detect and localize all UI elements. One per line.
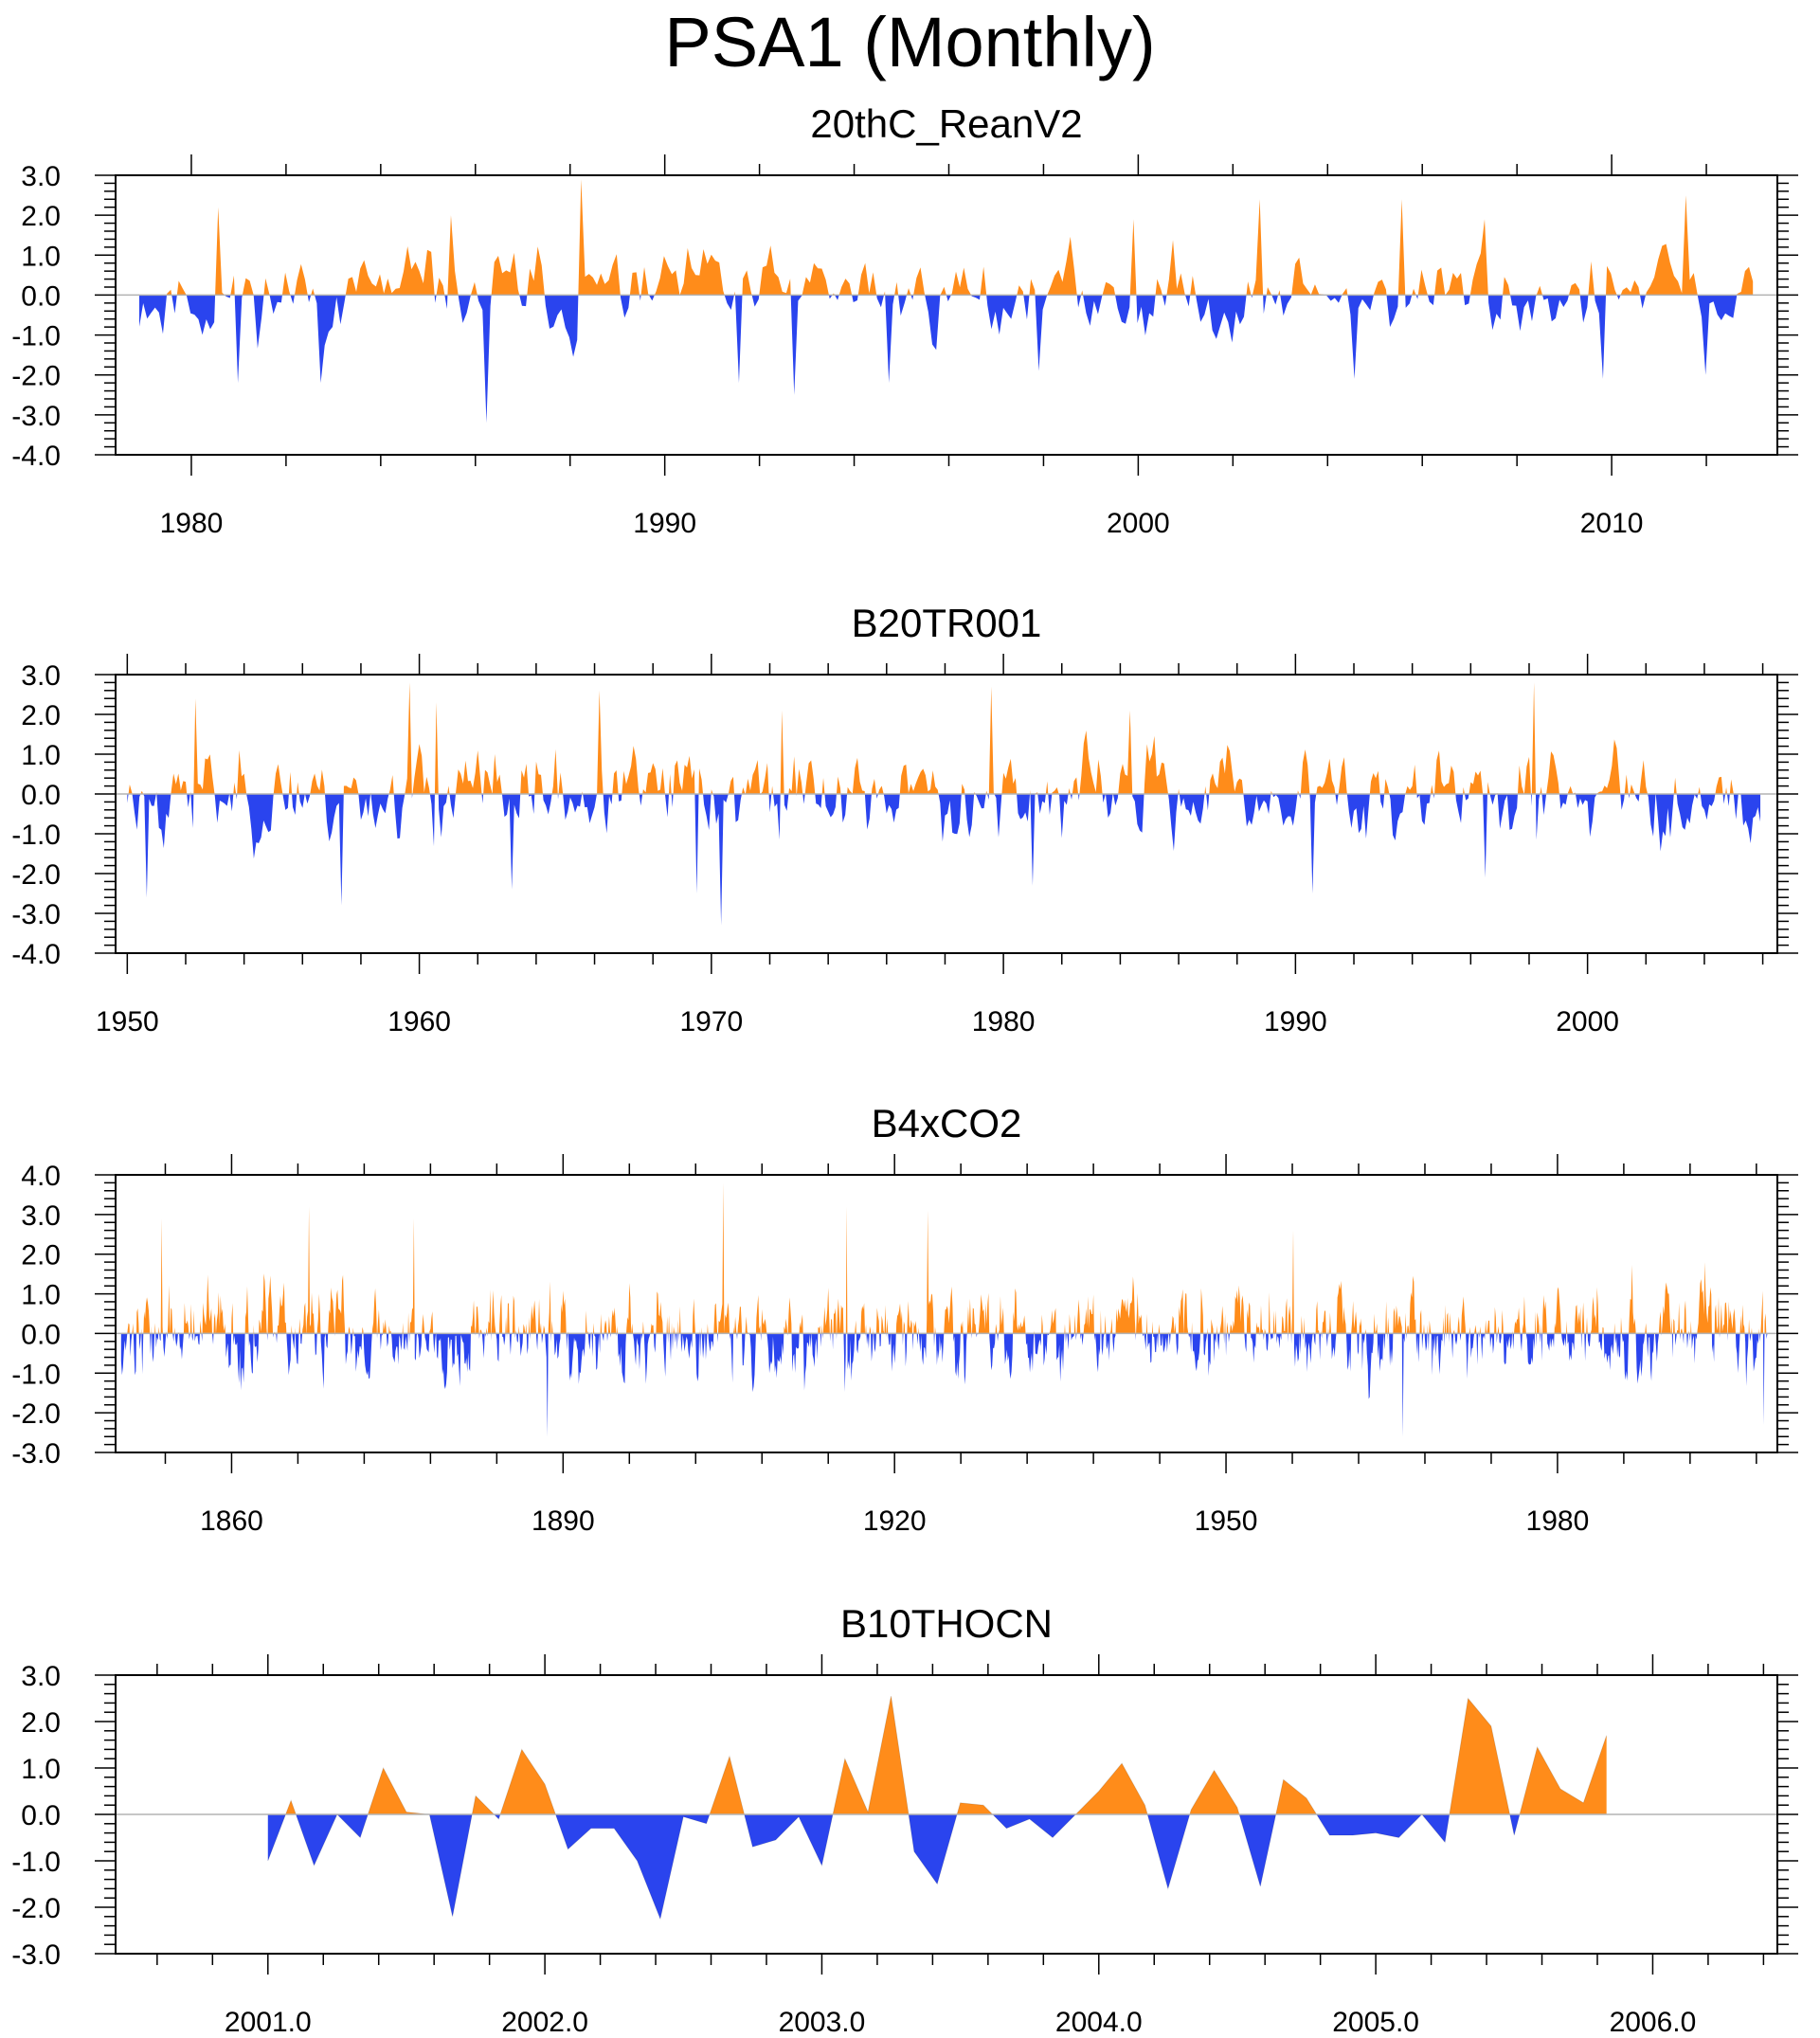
positive-area-series bbox=[285, 1696, 1607, 1814]
y-tick-label: -2.0 bbox=[11, 1398, 61, 1430]
panel-title: 20thC_ReanV2 bbox=[810, 101, 1082, 146]
chart-panel-2: B20TR001 -4.0 -3.0 -2.0 -1.0 0.0 1.0 2.0 3.0 1950… bbox=[11, 601, 1798, 1037]
y-tick-label: -2.0 bbox=[11, 361, 61, 392]
x-tick-label: 2003.0 bbox=[779, 2007, 866, 2038]
x-tick-label: 2004.0 bbox=[1055, 2007, 1143, 2038]
figure-title: PSA1 (Monthly) bbox=[664, 3, 1156, 81]
y-tick-label: 0.0 bbox=[21, 280, 61, 312]
y-tick-label: 1.0 bbox=[21, 1754, 61, 1785]
y-tick-label: -2.0 bbox=[11, 859, 61, 891]
y-tick-label: 2.0 bbox=[21, 700, 61, 731]
panel-title: B10THOCN bbox=[840, 1601, 1053, 1646]
y-tick-label: -1.0 bbox=[11, 1359, 61, 1390]
y-tick-label: 1.0 bbox=[21, 1280, 61, 1311]
x-tick-label: 2006.0 bbox=[1610, 2007, 1697, 2038]
y-tick-label: 1.0 bbox=[21, 241, 61, 272]
y-tick-label: 2.0 bbox=[21, 201, 61, 232]
x-tick-label: 1860 bbox=[200, 1506, 263, 1537]
x-tick-label: 2001.0 bbox=[225, 2007, 312, 2038]
negative-area-series bbox=[138, 295, 1738, 424]
negative-area-series bbox=[127, 794, 1761, 926]
y-tick-label: -1.0 bbox=[11, 1847, 61, 1878]
y-tick-label: 3.0 bbox=[21, 660, 61, 692]
y-tick-label: -3.0 bbox=[11, 401, 61, 432]
y-tick-label: -3.0 bbox=[11, 1438, 61, 1470]
plot-frame bbox=[115, 174, 1778, 456]
series-outline bbox=[267, 1695, 1608, 1921]
x-tick-label: 1950 bbox=[1195, 1506, 1258, 1537]
negative-area-series bbox=[120, 1333, 1768, 1437]
positive-area-series bbox=[167, 179, 1754, 296]
y-tick-label: 0.0 bbox=[21, 780, 61, 811]
plot-frame bbox=[115, 1174, 1778, 1453]
panel-title: B4xCO2 bbox=[872, 1101, 1022, 1145]
x-tick-label: 1980 bbox=[1526, 1506, 1590, 1537]
x-tick-label: 1990 bbox=[1264, 1006, 1327, 1037]
y-tick-label: 0.0 bbox=[21, 1319, 61, 1350]
negative-area-series bbox=[267, 1814, 1520, 1920]
x-tick-label: 2010 bbox=[1580, 508, 1644, 539]
x-tick-label: 2000 bbox=[1556, 1006, 1619, 1037]
y-tick-label: 4.0 bbox=[21, 1161, 61, 1192]
y-tick-label: -2.0 bbox=[11, 1893, 61, 1924]
y-tick-label: -1.0 bbox=[11, 321, 61, 352]
y-tick-label: 0.0 bbox=[21, 1800, 61, 1831]
y-tick-label: 3.0 bbox=[21, 161, 61, 192]
plot-frame bbox=[115, 674, 1778, 954]
y-tick-label: 1.0 bbox=[21, 740, 61, 771]
x-tick-label: 2005.0 bbox=[1332, 2007, 1419, 2038]
x-tick-label: 1980 bbox=[972, 1006, 1036, 1037]
y-tick-label: -4.0 bbox=[11, 939, 61, 970]
y-tick-label: -1.0 bbox=[11, 820, 61, 851]
x-tick-label: 1970 bbox=[679, 1006, 743, 1037]
chart-panel-4: B10THOCN -3.0 -2.0 -1.0 0.0 1.0 2.0 3.0 2001.0 20… bbox=[11, 1601, 1798, 2038]
x-tick-label: 1920 bbox=[863, 1506, 927, 1537]
y-tick-label: -3.0 bbox=[11, 1939, 61, 1971]
y-tick-label: -3.0 bbox=[11, 899, 61, 930]
chart-panel-1: 20thC_ReanV2 -4.0 -3.0 -2.0 -1.0 0.0 1.0 2.0 3.0… bbox=[11, 101, 1798, 539]
y-tick-label: -4.0 bbox=[11, 441, 61, 472]
x-tick-label: 1890 bbox=[532, 1506, 595, 1537]
x-tick-label: 2002.0 bbox=[501, 2007, 588, 2038]
x-tick-label: 1960 bbox=[387, 1006, 451, 1037]
positive-area-series bbox=[128, 682, 1740, 794]
panel-title: B20TR001 bbox=[852, 601, 1042, 645]
y-tick-label: 3.0 bbox=[21, 1661, 61, 1692]
x-tick-label: 1980 bbox=[160, 508, 224, 539]
y-tick-label: 2.0 bbox=[21, 1240, 61, 1271]
positive-area-series bbox=[127, 1182, 1768, 1334]
x-tick-label: 2000 bbox=[1107, 508, 1170, 539]
x-tick-label: 1950 bbox=[96, 1006, 159, 1037]
y-tick-label: 3.0 bbox=[21, 1200, 61, 1232]
y-tick-label: 2.0 bbox=[21, 1707, 61, 1739]
chart-panel-3: B4xCO2 -3.0 -2.0 -1.0 0.0 1.0 2.0 3.0 4.0 1860 189… bbox=[11, 1101, 1798, 1537]
x-tick-label: 1990 bbox=[633, 508, 696, 539]
